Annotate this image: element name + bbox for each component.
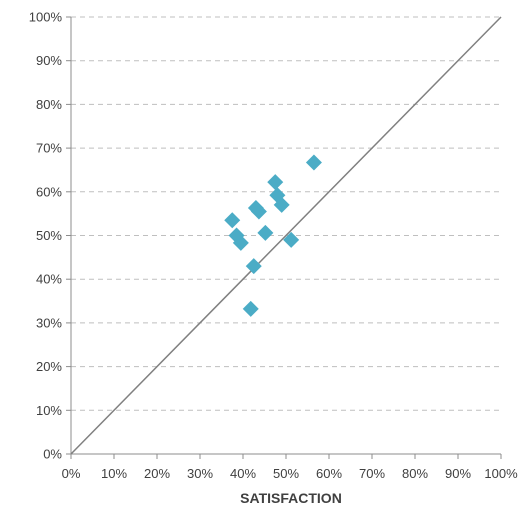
y-tick-label: 100% <box>29 10 63 25</box>
data-point-diamond <box>242 300 259 317</box>
y-tick-label: 90% <box>36 53 62 68</box>
y-tick-label: 80% <box>36 97 62 112</box>
gridlines <box>66 16 502 459</box>
reference-diagonal-line <box>70 16 502 455</box>
y-tick-label: 50% <box>36 228 62 243</box>
x-tick-label: 40% <box>230 466 256 481</box>
y-tick-label: 70% <box>36 141 62 156</box>
x-tick-label: 0% <box>62 466 81 481</box>
x-axis-label: SATISFACTION <box>240 490 342 506</box>
x-tick-label: 10% <box>101 466 127 481</box>
data-point-diamond <box>232 234 249 251</box>
x-tick-label: 30% <box>187 466 213 481</box>
y-tick-labels: 0% 10% 20% 30% 40% 50% 60% 70% 80% 90% 100% <box>29 10 63 462</box>
data-point-diamond <box>250 203 267 220</box>
x-tick-label: 20% <box>144 466 170 481</box>
y-tick-label: 0% <box>43 447 62 462</box>
x-tick-label: 100% <box>484 466 518 481</box>
x-tick-labels: 0% 10% 20% 30% 40% 50% 60% 70% 80% 90% 100% <box>62 466 518 481</box>
y-tick-label: 60% <box>36 184 62 199</box>
x-tick-label: 80% <box>402 466 428 481</box>
data-points <box>224 154 322 317</box>
data-point-diamond <box>224 212 241 229</box>
x-tick-label: 50% <box>273 466 299 481</box>
data-point-diamond <box>257 224 274 241</box>
y-tick-label: 30% <box>36 315 62 330</box>
data-point-diamond <box>273 196 290 213</box>
y-tick-label: 40% <box>36 272 62 287</box>
data-point-diamond <box>305 154 322 171</box>
x-tick-label: 60% <box>316 466 342 481</box>
x-tick-label: 70% <box>359 466 385 481</box>
x-tick-label: 90% <box>445 466 471 481</box>
data-point-diamond <box>283 231 300 248</box>
data-point-diamond <box>245 258 262 275</box>
y-tick-label: 20% <box>36 359 62 374</box>
data-point-diamond <box>267 174 284 191</box>
y-tick-label: 10% <box>36 403 62 418</box>
